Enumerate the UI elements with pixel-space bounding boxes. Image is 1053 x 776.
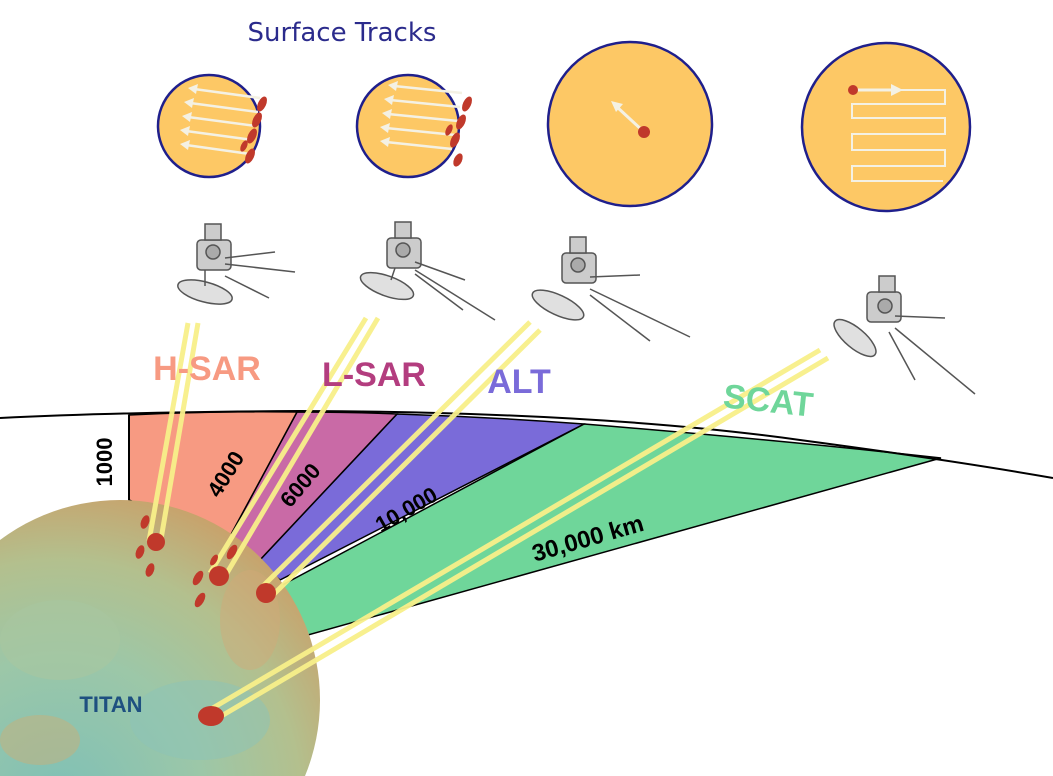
footprint-icon	[209, 566, 229, 586]
footprint-icon	[198, 706, 224, 726]
surface-track-scat	[800, 41, 972, 213]
surface-track-icon	[380, 81, 463, 151]
surface-track-hsar	[156, 73, 267, 179]
mode-label-alt: ALT	[487, 363, 551, 401]
diagram-title: Surface Tracks	[248, 18, 437, 48]
wedge-alt	[256, 413, 587, 581]
surface-track-lsar	[355, 73, 472, 179]
mode-label-hsar: H-SAR	[153, 350, 261, 388]
altitude-label-base: 1000	[92, 438, 117, 487]
spacecraft-icon	[531, 236, 691, 342]
footprint-icon	[848, 85, 858, 95]
mode-label-lsar: L-SAR	[322, 356, 426, 394]
spacecraft-icon	[177, 223, 296, 305]
surface-track-alt	[546, 40, 714, 208]
titan-footprints	[135, 515, 276, 726]
surface-track-icon	[180, 84, 261, 156]
titan-label: TITAN	[79, 692, 142, 717]
mode-label-scat: SCAT	[721, 377, 815, 424]
footprint-icon	[256, 583, 276, 603]
footprint-icon	[147, 533, 165, 551]
footprint-icon	[638, 126, 650, 138]
beams	[146, 316, 830, 721]
footprint-icon	[240, 96, 267, 164]
footprint-icon	[445, 96, 472, 167]
surface-track-icon	[611, 101, 650, 138]
surface-track-icon	[851, 84, 946, 182]
spacecraft-icon	[359, 221, 496, 321]
spacecraft-icon	[833, 275, 976, 395]
orbit-line	[0, 409, 1053, 479]
